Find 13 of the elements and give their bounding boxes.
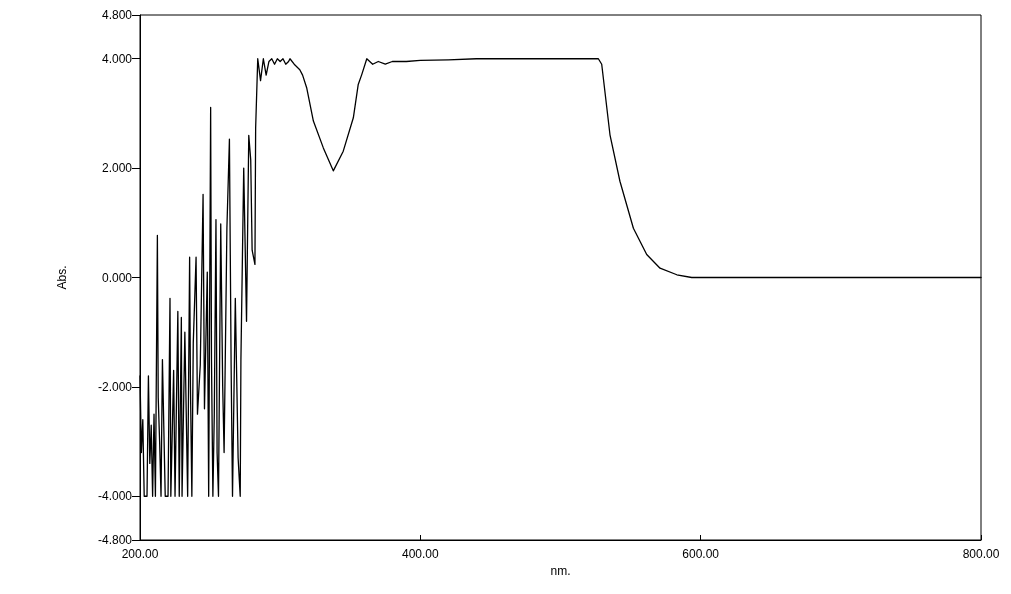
x-tick-label: 600.00 — [682, 547, 720, 561]
y-tick-label: 0.000 — [101, 270, 133, 285]
x-tick-label: 400.00 — [401, 547, 440, 561]
y-axis-title: Abs. — [55, 265, 69, 290]
x-tick-label: 800.00 — [962, 547, 1000, 561]
y-tick-label: -4.000 — [97, 489, 133, 504]
y-tick-label: 4.000 — [101, 51, 133, 66]
y-tick-label: -4.800 — [97, 533, 133, 547]
x-tick-label: 200.00 — [121, 547, 159, 561]
y-tick-label: -2.000 — [97, 379, 133, 394]
y-tick-label: 2.000 — [101, 161, 133, 176]
x-axis-title: nm. — [550, 563, 571, 578]
y-tick-label: 4.800 — [101, 8, 133, 22]
